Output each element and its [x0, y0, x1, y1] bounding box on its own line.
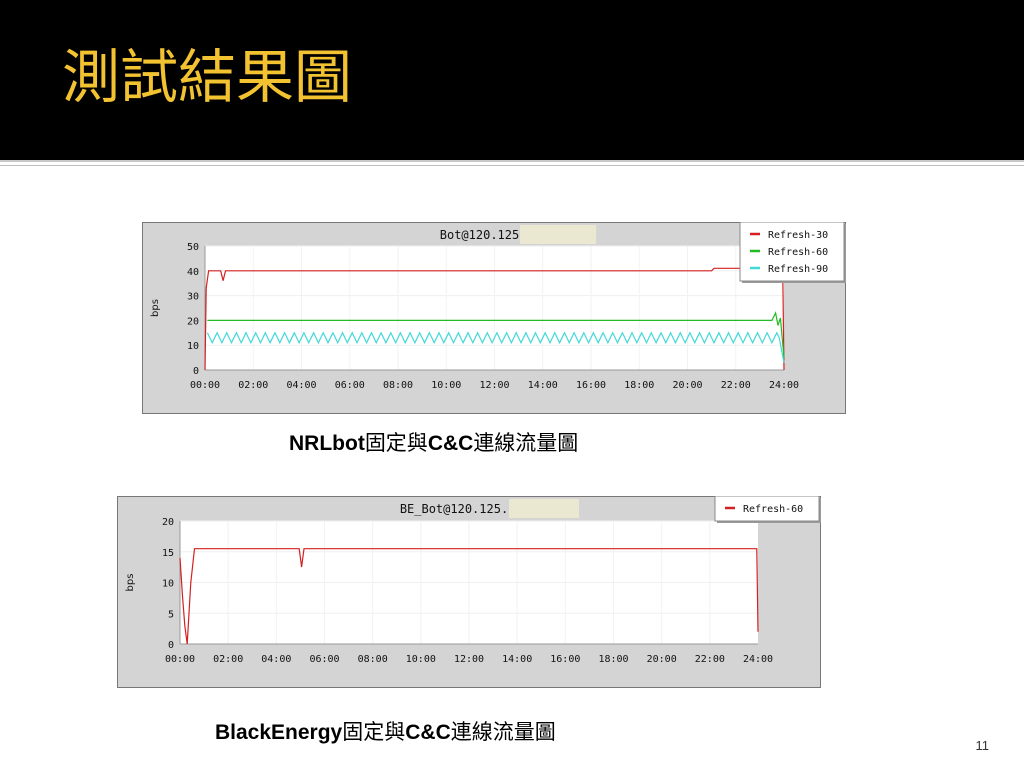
caption-bot-name: NRLbot: [289, 432, 365, 455]
x-tick-label: 00:00: [190, 380, 220, 391]
x-tick-label: 16:00: [576, 380, 606, 391]
series-line-refresh-60: [207, 311, 785, 358]
x-tick-label: 20:00: [672, 380, 702, 391]
y-tick-label: 30: [187, 292, 199, 303]
y-tick-label: 0: [168, 640, 174, 651]
x-tick-label: 12:00: [479, 380, 509, 391]
title-divider: [0, 160, 1024, 162]
x-tick-label: 06:00: [309, 654, 339, 665]
x-tick-label: 10:00: [406, 654, 436, 665]
legend-label: Refresh-90: [768, 264, 828, 275]
slide-title: 測試結果圖: [62, 43, 353, 111]
y-tick-label: 10: [162, 579, 174, 590]
x-tick-label: 02:00: [238, 380, 268, 391]
series-line-refresh-90: [206, 331, 785, 363]
x-tick-label: 10:00: [431, 380, 461, 391]
x-tick-label: 16:00: [550, 654, 580, 665]
x-tick-label: 08:00: [383, 380, 413, 391]
chart-title: Bot@120.125: [440, 228, 519, 242]
x-tick-label: 24:00: [769, 380, 799, 391]
x-tick-label: 08:00: [358, 654, 388, 665]
caption-text-end: 連線流量圖: [450, 721, 556, 744]
chart-svg: Bot@120.125 0 10 20 30 40 50 00:00 02:00 04:00 06:…: [142, 222, 846, 414]
page-number: 11: [975, 738, 990, 753]
legend-label: Refresh-30: [768, 230, 828, 241]
series-line-refresh-60: [179, 548, 759, 645]
y-tick-label: 10: [187, 341, 199, 352]
blackenergy-traffic-chart: BE_Bot@120.125. 0 5 10 15 20 00:00 02:00 04:00 06…: [117, 496, 821, 688]
nrlbot-traffic-chart: Bot@120.125 0 10 20 30 40 50 00:00 02:00 04:00 06:…: [142, 222, 846, 414]
caption-text: 固定與: [342, 721, 406, 744]
title-divider-thin: [0, 165, 1024, 166]
y-tick-label: 5: [168, 609, 174, 620]
caption-cc: C&C: [405, 721, 451, 744]
y-tick-label: 15: [162, 548, 174, 559]
chart-title: BE_Bot@120.125.: [400, 502, 508, 516]
y-axis-label: bps: [150, 299, 161, 317]
x-tick-label: 18:00: [598, 654, 628, 665]
y-tick-label: 0: [193, 366, 199, 377]
title-highlight: [509, 499, 579, 518]
x-tick-label: 14:00: [502, 654, 532, 665]
x-tick-label: 18:00: [624, 380, 654, 391]
x-tick-label: 22:00: [695, 654, 725, 665]
title-highlight: [520, 225, 597, 244]
nrlbot-caption: NRLbot固定與C&C連線流量圖: [289, 427, 578, 457]
chart-svg: BE_Bot@120.125. 0 5 10 15 20 00:00 02:00 04:00 06…: [117, 496, 821, 688]
y-tick-label: 50: [187, 242, 199, 253]
caption-bot-name: BlackEnergy: [215, 721, 343, 744]
x-tick-label: 06:00: [335, 380, 365, 391]
y-tick-label: 20: [162, 517, 174, 528]
x-tick-label: 20:00: [647, 654, 677, 665]
x-tick-label: 04:00: [261, 654, 291, 665]
legend-label: Refresh-60: [743, 504, 803, 515]
y-tick-label: 20: [187, 316, 199, 327]
legend-label: Refresh-60: [768, 247, 828, 258]
x-tick-label: 14:00: [528, 380, 558, 391]
x-tick-label: 24:00: [743, 654, 773, 665]
blackenergy-caption: BlackEnergy固定與C&C連線流量圖: [215, 716, 556, 746]
x-tick-label: 22:00: [721, 380, 751, 391]
caption-cc: C&C: [427, 432, 474, 455]
y-axis-label: bps: [125, 574, 136, 592]
x-tick-label: 00:00: [165, 654, 195, 665]
x-tick-label: 04:00: [286, 380, 316, 391]
caption-text-end: 連線流量圖: [473, 432, 579, 455]
caption-text: 固定與: [364, 432, 428, 455]
title-bar: 測試結果圖: [0, 0, 1024, 160]
y-tick-label: 40: [187, 267, 199, 278]
x-tick-label: 02:00: [213, 654, 243, 665]
x-tick-label: 12:00: [454, 654, 484, 665]
